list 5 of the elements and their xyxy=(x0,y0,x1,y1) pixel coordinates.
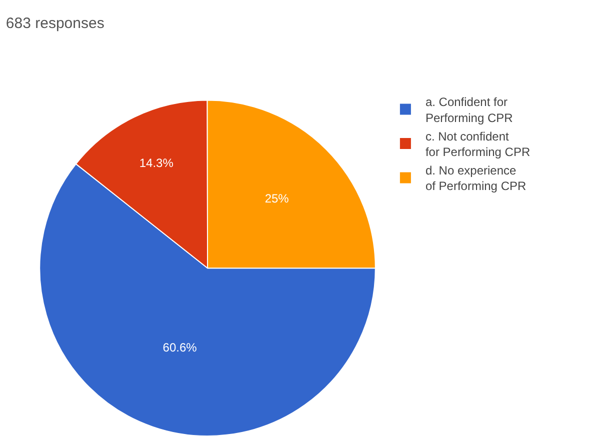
data-label: 14.3% xyxy=(139,156,174,170)
legend-label: d. No experience of Performing CPR xyxy=(425,164,526,194)
data-label: 25% xyxy=(264,192,290,206)
data-label: 60.6% xyxy=(162,340,198,354)
chart-title: 683 responses xyxy=(6,14,104,32)
